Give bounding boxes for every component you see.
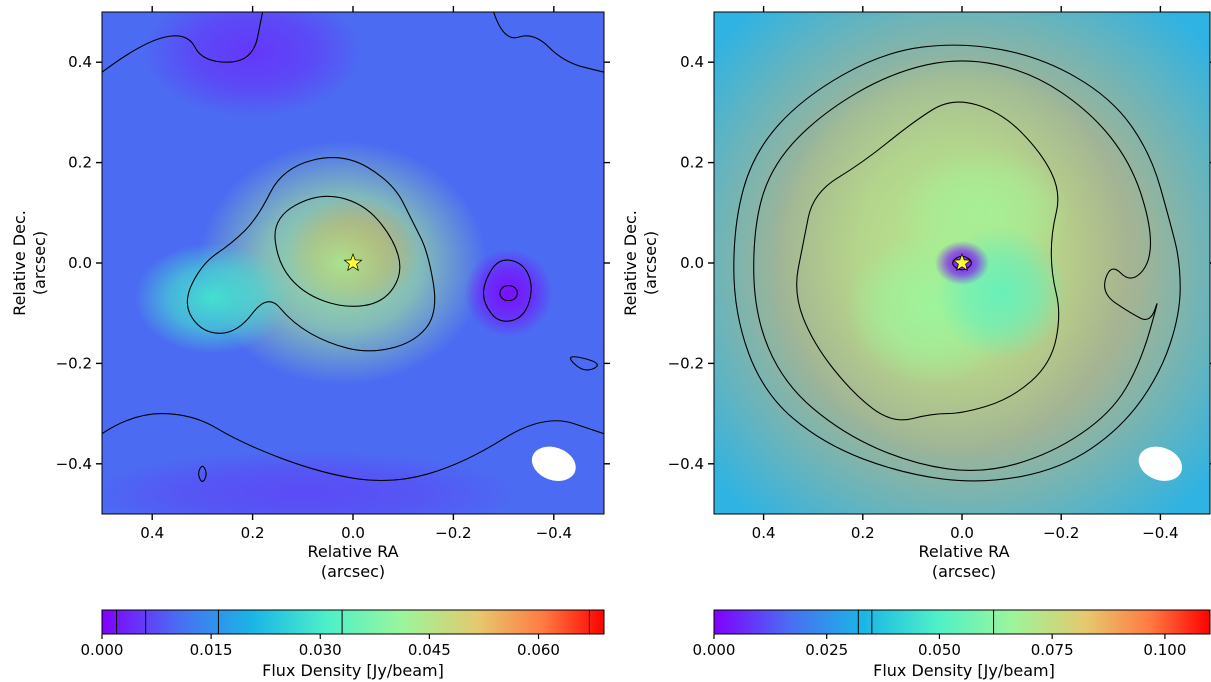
right-y-tick-label: 0.2: [680, 154, 704, 172]
right-y-ticks: 0.4 0.2 0.0 −0.2 −0.4: [668, 53, 1211, 473]
right-y-tick-label: −0.4: [668, 455, 704, 473]
left-emission-blob: [464, 248, 553, 338]
left-colorbar-tick-label: 0.045: [408, 641, 451, 659]
left-y-axis-label-line1: Relative Dec.: [10, 210, 29, 316]
left-contour-line: [198, 465, 207, 482]
right-contour-line: [733, 44, 1181, 482]
left-x-tick-label: 0.2: [241, 524, 265, 542]
right-x-tick-label: 0.0: [950, 524, 974, 542]
left-colorbar-ticks: 0.000 0.015 0.030 0.045 0.060: [81, 634, 560, 659]
left-x-axis-label-line1: Relative RA: [307, 542, 398, 561]
left-colorbar-tick-label: 0.015: [190, 641, 233, 659]
right-colorbar-label: Flux Density [Jy/beam]: [873, 661, 1055, 680]
right-contour-line: [796, 101, 1060, 421]
right-colorbar-tick-label: 0.025: [805, 641, 848, 659]
left-contours: [102, 12, 604, 482]
left-x-axis-label-line2: (arcsec): [321, 562, 385, 581]
left-x-tick-label: 0.4: [140, 524, 164, 542]
left-contour-line: [482, 259, 532, 322]
right-colorbar: 0.000 0.025 0.050 0.075 0.100 Flux Density […: [693, 609, 1211, 680]
left-y-tick-label: 0.4: [68, 53, 92, 71]
left-panel: 0.4 0.2 0.0 −0.2 −0.4 0.4 0.2 0.0 −0.2 −0.4 Rela…: [10, 6, 610, 680]
left-y-tick-label: −0.4: [56, 455, 92, 473]
left-emission-layer: [102, 12, 553, 514]
left-x-tick-label: −0.2: [435, 524, 471, 542]
left-contour-line: [499, 285, 518, 302]
right-contours: [733, 44, 1181, 482]
left-x-tick-label: −0.4: [536, 524, 572, 542]
right-y-tick-label: 0.0: [680, 254, 704, 272]
left-x-tick-label: 0.0: [341, 524, 365, 542]
left-y-axis-label-line2: (arcsec): [30, 231, 49, 295]
right-x-tick-label: −0.4: [1142, 524, 1178, 542]
right-colorbar-tick-label: 0.100: [1143, 641, 1186, 659]
left-y-tick-label: 0.0: [68, 254, 92, 272]
left-contour-line: [186, 157, 436, 352]
left-contour-line: [274, 195, 401, 307]
left-star-icon: [343, 252, 363, 272]
left-x-ticks: 0.4 0.2 0.0 −0.2 −0.4: [140, 6, 572, 542]
left-colorbar-tick-label: 0.060: [517, 641, 560, 659]
left-emission-blob: [142, 12, 364, 119]
left-colorbar: 0.000 0.015 0.030 0.045 0.060 Flux Density […: [81, 609, 605, 680]
right-panel: 0.4 0.2 0.0 −0.2 −0.4 0.4 0.2 0.0 −0.2 −0.4 Rela…: [621, 6, 1211, 680]
left-emission-blob: [102, 449, 524, 514]
left-heatmap: [102, 12, 604, 514]
left-y-tick-label: −0.2: [56, 354, 92, 372]
left-contour-line: [570, 356, 598, 371]
left-colorbar-label: Flux Density [Jy/beam]: [262, 661, 444, 680]
right-beam-ellipse: [1138, 446, 1183, 481]
left-colorbar-gradient: [101, 609, 605, 635]
left-beam-ellipse: [531, 446, 576, 481]
left-contour-line: [102, 413, 604, 482]
right-x-tick-label: −0.2: [1043, 524, 1079, 542]
left-y-ticks: 0.4 0.2 0.0 −0.2 −0.4: [56, 53, 610, 473]
right-contour-line: [952, 255, 972, 271]
right-colorbar-tick-label: 0.000: [693, 641, 736, 659]
right-star-icon: [952, 252, 972, 272]
right-colorbar-tick-label: 0.050: [918, 641, 961, 659]
right-x-axis-label-line1: Relative RA: [918, 542, 1009, 561]
right-colorbar-ticks: 0.000 0.025 0.050 0.075 0.100: [693, 634, 1186, 659]
right-y-tick-label: −0.2: [668, 354, 704, 372]
right-y-axis-label-line2: (arcsec): [641, 231, 660, 295]
left-colorbar-contour-lines: [116, 610, 590, 634]
left-colorbar-tick-label: 0.000: [81, 641, 124, 659]
right-x-axis-label-line2: (arcsec): [932, 562, 996, 581]
left-colorbar-tick-label: 0.030: [299, 641, 342, 659]
right-x-tick-label: 0.2: [851, 524, 875, 542]
right-y-tick-label: 0.4: [680, 53, 704, 71]
left-y-tick-label: 0.2: [68, 154, 92, 172]
left-emission-blob: [135, 242, 290, 354]
right-x-ticks: 0.4 0.2 0.0 −0.2 −0.4: [752, 6, 1179, 542]
right-x-tick-label: 0.4: [752, 524, 776, 542]
right-colorbar-gradient: [713, 609, 1211, 635]
right-y-axis-label-line1: Relative Dec.: [621, 210, 640, 316]
right-contour-line: [753, 60, 1158, 472]
left-contour-line: [493, 12, 604, 73]
right-colorbar-contour-lines: [857, 610, 995, 634]
left-contour-line: [102, 12, 264, 73]
right-colorbar-tick-label: 0.075: [1031, 641, 1074, 659]
right-heatmap: [714, 12, 1210, 514]
